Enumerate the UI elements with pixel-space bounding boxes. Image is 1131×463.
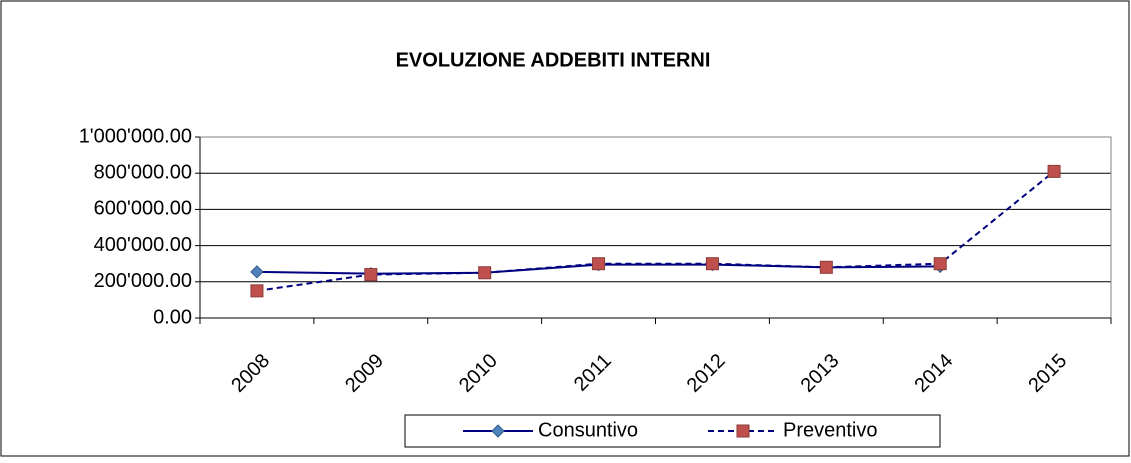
y-tick-label: 600'000.00 <box>94 198 192 220</box>
data-point <box>705 257 719 271</box>
data-point <box>478 266 492 280</box>
data-point <box>364 268 378 282</box>
legend-marker <box>736 424 750 438</box>
y-tick-label: 0.00 <box>153 306 192 328</box>
data-point <box>1047 164 1061 178</box>
y-tick-label: 400'000.00 <box>94 234 192 256</box>
chart-title: EVOLUZIONE ADDEBITI INTERNI <box>396 49 711 71</box>
series-line <box>256 170 1055 292</box>
data-point <box>933 257 947 271</box>
legend-marker <box>491 424 505 438</box>
legend-label: Consuntivo <box>538 419 638 441</box>
y-tick-label: 200'000.00 <box>94 270 192 292</box>
y-tick-label: 800'000.00 <box>94 161 192 183</box>
data-point <box>250 265 264 279</box>
data-point <box>250 284 264 298</box>
y-tick-label: 1'000'000.00 <box>79 125 192 147</box>
legend-label: Preventivo <box>783 419 878 441</box>
data-point <box>819 260 833 274</box>
data-point <box>592 257 606 271</box>
